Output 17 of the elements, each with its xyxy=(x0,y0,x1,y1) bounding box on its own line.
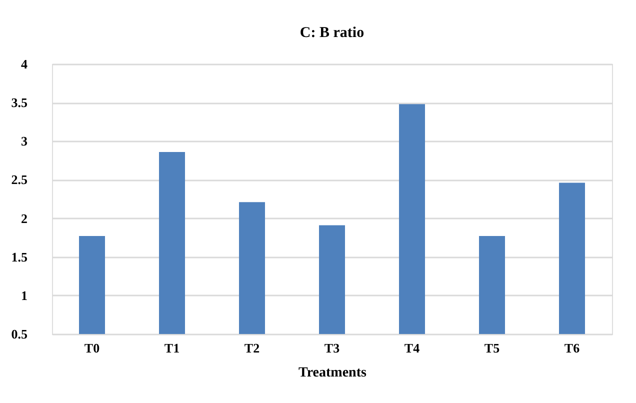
y-tick-label: 1 xyxy=(21,288,28,303)
y-tick-label: 3.5 xyxy=(11,95,28,110)
chart-title: C: B ratio xyxy=(300,25,364,41)
y-tick-label: 2 xyxy=(21,210,28,226)
x-tick-label: T3 xyxy=(324,340,340,356)
x-tick-label: T6 xyxy=(564,340,580,356)
y-tick-label: 0.5 xyxy=(11,326,28,342)
y-tick-label: 4 xyxy=(21,56,28,72)
x-tick-label: T5 xyxy=(484,340,500,356)
x-axis-title: Treatments xyxy=(298,366,367,380)
x-tick-label: T1 xyxy=(164,340,180,356)
y-tick-label: 2.5 xyxy=(11,172,28,188)
x-tick-label: T0 xyxy=(84,340,100,356)
x-tick-label: T2 xyxy=(244,340,260,356)
y-tick-label: 3 xyxy=(21,134,28,149)
y-tick-label: 1.5 xyxy=(11,249,28,264)
x-tick-label: T4 xyxy=(404,340,420,356)
